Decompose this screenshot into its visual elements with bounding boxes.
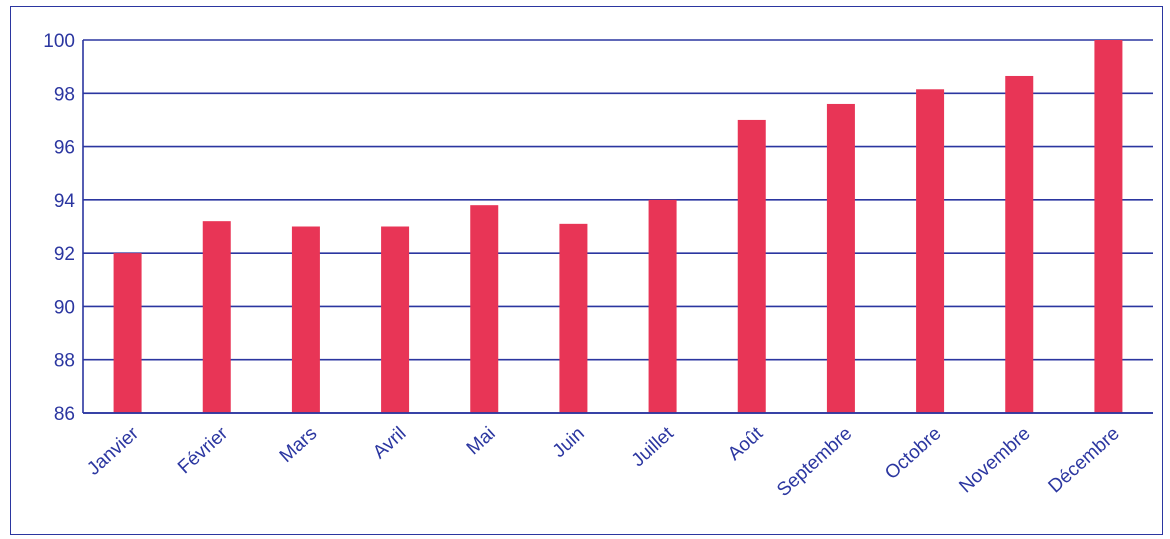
- bar-avril: [381, 226, 410, 413]
- x-axis: Janvier Février Mars Avril Mai Juin Juillet Aoû…: [83, 412, 1153, 501]
- x-tick-label: Janvier: [83, 423, 143, 480]
- bar-mars: [291, 226, 320, 413]
- x-tick-label: Février: [174, 423, 232, 479]
- y-axis: 86 88 90 92 94 96 98 100: [43, 31, 84, 425]
- bar-octobre: [916, 89, 945, 414]
- x-tick-label: Août: [724, 423, 768, 465]
- y-tick-label: 98: [54, 84, 75, 105]
- x-tick-label: Juillet: [628, 423, 679, 472]
- y-tick-label: 92: [54, 244, 75, 265]
- bar-mai: [470, 205, 499, 413]
- bar-juin: [559, 223, 588, 413]
- x-tick-label: Avril: [369, 423, 410, 463]
- y-tick-label: 88: [54, 351, 75, 372]
- bar-juillet: [648, 199, 677, 413]
- x-tick-label: Mai: [463, 423, 500, 459]
- bar-février: [202, 221, 231, 413]
- x-tick-label: Décembre: [1045, 423, 1124, 497]
- x-tick-label: Mars: [276, 423, 321, 467]
- bar-août: [737, 119, 766, 413]
- x-tick-label: Novembre: [955, 423, 1034, 497]
- bar-janvier: [113, 253, 142, 413]
- bar-décembre: [1094, 40, 1123, 413]
- y-tick-label: 86: [54, 404, 75, 425]
- gridlines: [83, 39, 1153, 414]
- y-tick-label: 94: [54, 191, 76, 212]
- y-tick-label: 90: [54, 297, 75, 318]
- bar-septembre: [826, 103, 855, 413]
- y-tick-label: 100: [43, 31, 75, 52]
- bar-novembre: [1005, 75, 1034, 413]
- y-tick-label: 96: [54, 138, 75, 159]
- x-tick-label: Octobre: [881, 423, 945, 484]
- x-tick-label: Septembre: [773, 423, 856, 501]
- x-tick-label: Juin: [549, 423, 589, 462]
- bars: [113, 40, 1123, 414]
